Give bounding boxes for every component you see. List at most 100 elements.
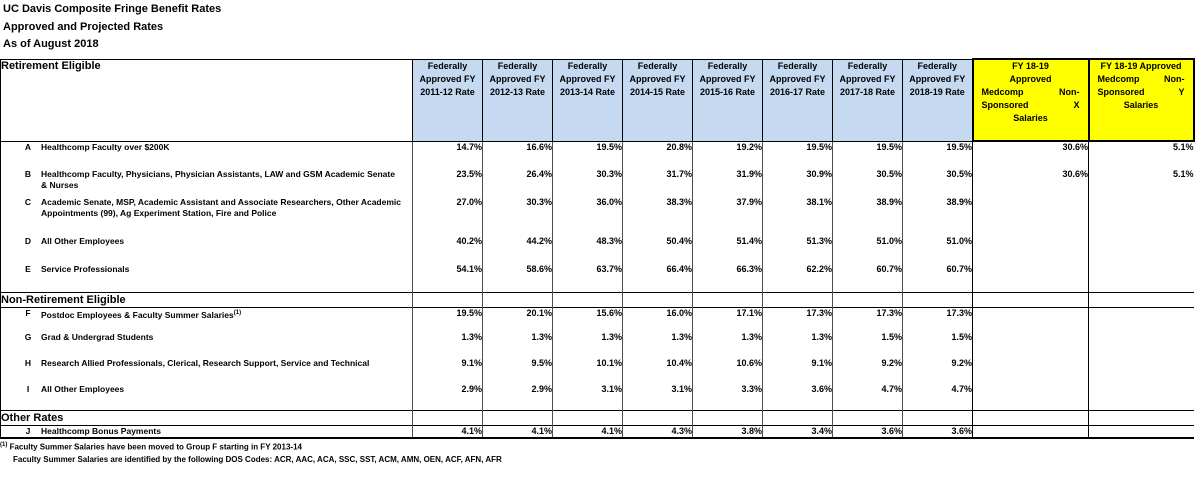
rate-cell-J-5: 3.4% [762, 425, 833, 438]
page-subtitle: Approved and Projected Rates [3, 20, 164, 33]
rate-cell-J-7: 3.6% [902, 425, 973, 438]
rate-cell-A-9: 5.1% [1088, 141, 1194, 169]
table-row-G: G Grad & Undergrad Students 1.3% 1.3% 1.3% 1.… [1, 332, 1194, 358]
rate-cell-D-3: 50.4% [622, 236, 693, 264]
rate-cell-G-5: 1.3% [762, 332, 833, 358]
rate-cell-H-6: 9.2% [832, 358, 903, 384]
rate-cell-I-5: 3.6% [762, 384, 833, 410]
rate-cell-D-8 [972, 236, 1089, 264]
row-letter: J [25, 425, 31, 436]
column-header-8: FY 18-19 Approved Medcomp Non- Sponsored X Sal… [971, 58, 1090, 142]
rate-cell-F-3: 16.0% [622, 307, 693, 332]
column-header-0: Federally Approved FY 2011-12 Rate [412, 58, 483, 142]
rate-cell-F-8 [972, 307, 1089, 332]
table-row-A: A Healthcomp Faculty over $200K 14.7% 16.6%… [1, 141, 1194, 169]
section-empty-cell [902, 292, 973, 307]
row-letter: C [24, 197, 32, 207]
section-empty-cell [1088, 410, 1194, 425]
table-row-C: C Academic Senate, MSP, Academic Assistan… [1, 197, 1194, 236]
rate-cell-G-2: 1.3% [552, 332, 623, 358]
rate-cell-J-9 [1088, 425, 1194, 438]
row-letter: G [24, 332, 32, 342]
rate-cell-J-8 [972, 425, 1089, 438]
rate-cell-E-6: 60.7% [832, 264, 903, 292]
rate-cell-B-6: 30.5% [832, 169, 903, 197]
table-header-row: Retirement Eligible Federally Approved FY… [0, 58, 1195, 142]
rate-cell-B-8: 30.6% [972, 169, 1089, 197]
row-letter: B [24, 169, 32, 179]
rate-cell-D-6: 51.0% [832, 236, 903, 264]
footnotes: (1) Faculty Summer Salaries have been mo… [0, 439, 502, 466]
footnote-line-2: Faculty Summer Salaries are identified b… [13, 454, 502, 464]
row-description: Healthcomp Bonus Payments [41, 425, 161, 436]
section-empty-cell [622, 292, 693, 307]
row-label-cell: B Healthcomp Faculty, Physicians, Physici… [1, 169, 413, 197]
rate-cell-C-5: 38.1% [762, 197, 833, 236]
section-empty-cell [692, 410, 763, 425]
section-empty-cell [1088, 292, 1194, 307]
as-of-date: As of August 2018 [3, 38, 99, 50]
rate-cell-C-1: 30.3% [482, 197, 553, 236]
section-empty-cell [972, 410, 1089, 425]
rate-cell-E-9 [1088, 264, 1194, 292]
section-empty-cell [622, 410, 693, 425]
rate-cell-E-4: 66.3% [692, 264, 763, 292]
rate-cell-F-4: 17.1% [692, 307, 763, 332]
column-header-7: Federally Approved FY 2018-19 Rate [902, 58, 973, 142]
rate-cell-I-1: 2.9% [482, 384, 553, 410]
rate-cell-H-0: 9.1% [412, 358, 483, 384]
rate-cell-F-2: 15.6% [552, 307, 623, 332]
rate-cell-G-7: 1.5% [902, 332, 973, 358]
row-description: Research Allied Professionals, Clerical,… [41, 358, 370, 368]
row-description: All Other Employees [41, 384, 125, 394]
rate-cell-H-5: 9.1% [762, 358, 833, 384]
section-empty-cell [412, 410, 483, 425]
section-label-retirement-eligible: Retirement Eligible [0, 59, 413, 141]
row-description: Academic Senate, MSP, Academic Assistant… [41, 197, 401, 218]
rate-cell-B-0: 23.5% [412, 169, 483, 197]
rate-cell-D-1: 44.2% [482, 236, 553, 264]
rate-cell-E-8 [972, 264, 1089, 292]
rate-cell-E-2: 63.7% [552, 264, 623, 292]
rate-cell-I-0: 2.9% [412, 384, 483, 410]
section-label: Non-Retirement Eligible [1, 293, 126, 306]
rate-cell-H-9 [1088, 358, 1194, 384]
row-label-cell: G Grad & Undergrad Students [1, 332, 413, 358]
rate-cell-J-0: 4.1% [412, 425, 483, 438]
rate-cell-H-3: 10.4% [622, 358, 693, 384]
rate-cell-A-2: 19.5% [552, 141, 623, 169]
rate-cell-C-9 [1088, 197, 1194, 236]
footnote-text-1: Faculty Summer Salaries have been moved … [9, 442, 302, 452]
rate-cell-E-7: 60.7% [902, 264, 973, 292]
row-footnote-ref: (1) [233, 309, 242, 316]
section-empty-cell [412, 292, 483, 307]
rate-cell-A-7: 19.5% [902, 141, 973, 169]
rate-cell-B-9: 5.1% [1088, 169, 1194, 197]
section-empty-cell [482, 410, 553, 425]
rate-cell-I-4: 3.3% [692, 384, 763, 410]
table-row-E: E Service Professionals 54.1% 58.6% 63.7% 66.… [1, 264, 1194, 292]
rate-cell-J-3: 4.3% [622, 425, 693, 438]
rate-cell-D-9 [1088, 236, 1194, 264]
rate-cell-D-5: 51.3% [762, 236, 833, 264]
section-empty-cell [762, 410, 833, 425]
rate-cell-G-6: 1.5% [832, 332, 903, 358]
footnote-line-1: (1) Faculty Summer Salaries have been mo… [0, 439, 502, 454]
section-empty-cell [832, 292, 903, 307]
row-label-cell: D All Other Employees [1, 236, 413, 264]
row-letter: H [24, 358, 32, 368]
column-header-5: Federally Approved FY 2016-17 Rate [762, 58, 833, 142]
section-empty-cell [902, 410, 973, 425]
row-description: Postdoc Employees & Faculty Summer Salar… [41, 309, 242, 320]
rate-cell-D-7: 51.0% [902, 236, 973, 264]
rate-cell-J-2: 4.1% [552, 425, 623, 438]
column-header-3: Federally Approved FY 2014-15 Rate [622, 58, 693, 142]
rate-cell-H-7: 9.2% [902, 358, 973, 384]
section-label: Other Rates [1, 411, 64, 424]
rate-cell-E-5: 62.2% [762, 264, 833, 292]
rate-cell-H-1: 9.5% [482, 358, 553, 384]
row-letter: I [26, 384, 30, 394]
column-header-2: Federally Approved FY 2013-14 Rate [552, 58, 623, 142]
table-row-B: B Healthcomp Faculty, Physicians, Physici… [1, 169, 1194, 197]
rate-cell-F-6: 17.3% [832, 307, 903, 332]
